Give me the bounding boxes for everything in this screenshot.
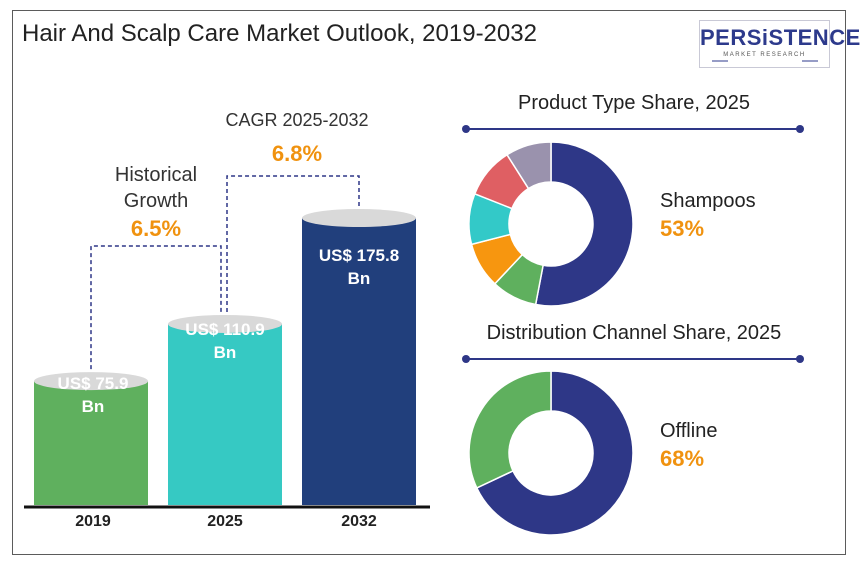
bar-value-2025-line-2: Bn bbox=[213, 343, 237, 362]
bar-value-2032-line-1: US$ 175.8 bbox=[318, 246, 400, 265]
product-highlight-label: Shampoos bbox=[660, 190, 756, 212]
bar-value-label-2025: US$ 110.9 Bn bbox=[168, 318, 282, 364]
distribution-highlight-value: 68% bbox=[660, 446, 705, 471]
distribution-channel-title: Distribution Channel Share, 2025 bbox=[486, 322, 782, 344]
bar-chart bbox=[24, 209, 430, 509]
bar-body-2025 bbox=[168, 323, 282, 505]
x-tick-label-2025: 2025 bbox=[207, 513, 243, 530]
bar-cap-2032 bbox=[302, 209, 416, 227]
cagr-label: CAGR 2025-2032 bbox=[225, 110, 369, 130]
bar-value-label-2032: US$ 175.8 Bn bbox=[302, 244, 416, 290]
historical-label-line-1: Historical bbox=[114, 164, 198, 186]
bar-value-2019-line-1: US$ 75.9 bbox=[57, 374, 129, 393]
logo-tagline: MARKET RESEARCH bbox=[723, 52, 806, 58]
infographic-frame bbox=[12, 10, 846, 555]
product-type-rule bbox=[462, 125, 804, 133]
cagr-value: 6.8% bbox=[271, 141, 323, 166]
product-type-slice-1 bbox=[534, 141, 634, 307]
bar-value-2032-line-2: Bn bbox=[347, 269, 371, 288]
growth-connectors bbox=[90, 175, 360, 370]
bar-value-2025-line-1: US$ 110.9 bbox=[185, 320, 265, 339]
product-type-title: Product Type Share, 2025 bbox=[517, 92, 750, 114]
distribution-channel-slice-2 bbox=[468, 370, 552, 489]
product-type-slice-6 bbox=[506, 141, 552, 190]
distribution-channel-donut bbox=[468, 370, 634, 536]
product-highlight-value: 53% bbox=[660, 216, 705, 241]
bar-cap-2025 bbox=[168, 314, 282, 333]
bar-cap-2019 bbox=[34, 372, 148, 391]
section-dividers bbox=[462, 60, 818, 363]
page-title: Hair And Scalp Care Market Outlook, 2019… bbox=[22, 20, 537, 47]
bar-2019 bbox=[34, 372, 148, 505]
cagr-connector bbox=[226, 175, 360, 312]
bar-value-label-2019: US$ 75.9 Bn bbox=[34, 372, 152, 418]
distribution-channel-rule bbox=[462, 355, 804, 363]
bar-body-2019 bbox=[34, 381, 148, 505]
x-tick-label-2019: 2019 bbox=[75, 513, 111, 530]
distribution-channel-slice-1 bbox=[475, 370, 634, 536]
bar-value-2019-line-2: Bn bbox=[81, 397, 105, 416]
bar-2025 bbox=[168, 314, 282, 505]
bar-body-2032 bbox=[302, 218, 416, 505]
x-tick-label-2032: 2032 bbox=[341, 513, 377, 530]
historical-label-line-2: Growth bbox=[123, 190, 189, 212]
historical-growth-value: 6.5% bbox=[130, 216, 182, 241]
historical-growth-label: Historical Growth bbox=[96, 162, 216, 214]
product-type-donut bbox=[468, 141, 634, 307]
bar-2032 bbox=[302, 209, 416, 505]
distribution-highlight-label: Offline bbox=[660, 420, 718, 442]
